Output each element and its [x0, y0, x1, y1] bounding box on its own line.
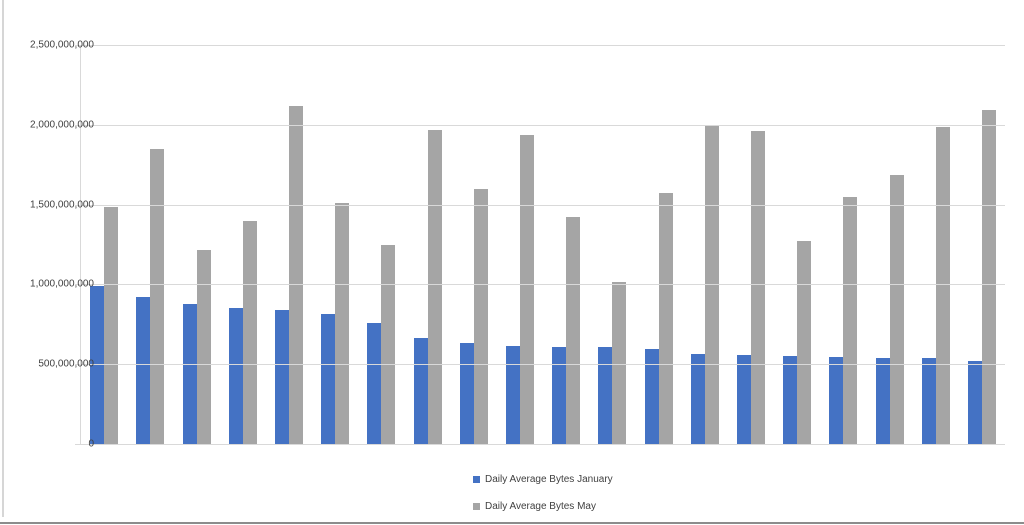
window-left-border: [2, 0, 4, 517]
legend-item-may: Daily Average Bytes May: [473, 500, 613, 512]
gridline: [81, 124, 1005, 126]
y-axis-tick: [75, 364, 81, 366]
bar-group: [866, 45, 912, 444]
bar-may: [427, 130, 442, 444]
y-axis-label: 0: [88, 438, 94, 450]
legend-marker-may-icon: [473, 502, 480, 510]
bar-may: [750, 131, 765, 444]
chart-legend: Daily Average Bytes January Daily Averag…: [473, 473, 613, 512]
bar-january: [598, 347, 613, 444]
bar-group: [820, 45, 866, 444]
y-axis-label: 1,500,000,000: [30, 199, 94, 211]
bar-january: [783, 355, 798, 444]
bar-january: [690, 354, 705, 444]
bar-may: [150, 148, 165, 444]
bar-january: [136, 297, 151, 444]
gridline: [81, 444, 1005, 445]
bar-may: [935, 127, 950, 444]
bar-may: [196, 250, 211, 444]
bar-january: [921, 357, 936, 444]
y-axis-tick: [75, 204, 81, 206]
window-bottom-border: [0, 522, 1024, 524]
gridline: [81, 284, 1005, 286]
gridline: [81, 364, 1005, 366]
bar-group: [774, 45, 820, 444]
plot-area: [75, 45, 1005, 445]
bar-group: [959, 45, 1005, 444]
bar-groups-container: [81, 45, 1005, 444]
bar-january: [644, 348, 659, 444]
bar-january: [967, 361, 982, 444]
bar-group: [266, 45, 312, 444]
legend-label-january: Daily Average Bytes January: [485, 473, 613, 485]
legend-marker-january-icon: [473, 475, 480, 483]
bar-group: [312, 45, 358, 444]
bar-group: [358, 45, 404, 444]
y-axis-label: 500,000,000: [38, 358, 94, 370]
bar-january: [505, 346, 520, 444]
bar-group: [451, 45, 497, 444]
bar-january: [274, 310, 289, 444]
bar-may: [473, 188, 488, 444]
bar-group: [81, 45, 127, 444]
bar-may: [242, 221, 257, 444]
bar-may: [566, 217, 581, 444]
bar-may: [104, 207, 119, 444]
bar-may: [981, 110, 996, 444]
bar-january: [829, 357, 844, 444]
bar-group: [728, 45, 774, 444]
bar-group: [173, 45, 219, 444]
bar-group: [682, 45, 728, 444]
bar-january: [736, 355, 751, 444]
bar-may: [797, 240, 812, 444]
bar-group: [497, 45, 543, 444]
bar-january: [228, 307, 243, 444]
bar-group: [589, 45, 635, 444]
bar-january: [552, 346, 567, 444]
bar-group: [127, 45, 173, 444]
bar-group: [404, 45, 450, 444]
gridline: [81, 204, 1005, 206]
bar-january: [875, 357, 890, 444]
bar-january: [367, 322, 382, 444]
y-axis-label: 1,000,000,000: [30, 278, 94, 290]
bar-may: [658, 193, 673, 444]
bar-may: [381, 244, 396, 444]
y-axis-tick: [75, 284, 81, 286]
bar-group: [543, 45, 589, 444]
bar-january: [182, 303, 197, 444]
bar-group: [913, 45, 959, 444]
bar-may: [335, 203, 350, 444]
y-axis-label: 2,000,000,000: [30, 119, 94, 131]
y-axis-tick: [75, 45, 81, 46]
bar-may: [519, 135, 534, 444]
legend-label-may: Daily Average Bytes May: [485, 500, 596, 512]
legend-item-january: Daily Average Bytes January: [473, 473, 613, 485]
bar-january: [413, 337, 428, 444]
bar-may: [612, 282, 627, 444]
bar-may: [843, 196, 858, 444]
y-axis-tick: [75, 444, 81, 445]
bar-group: [220, 45, 266, 444]
bar-january: [459, 343, 474, 444]
gridline: [81, 45, 1005, 46]
bar-may: [889, 175, 904, 444]
y-axis-label: 2,500,000,000: [30, 39, 94, 51]
bar-may: [288, 105, 303, 444]
bar-january: [321, 314, 336, 444]
bar-group: [635, 45, 681, 444]
y-axis-tick: [75, 124, 81, 126]
